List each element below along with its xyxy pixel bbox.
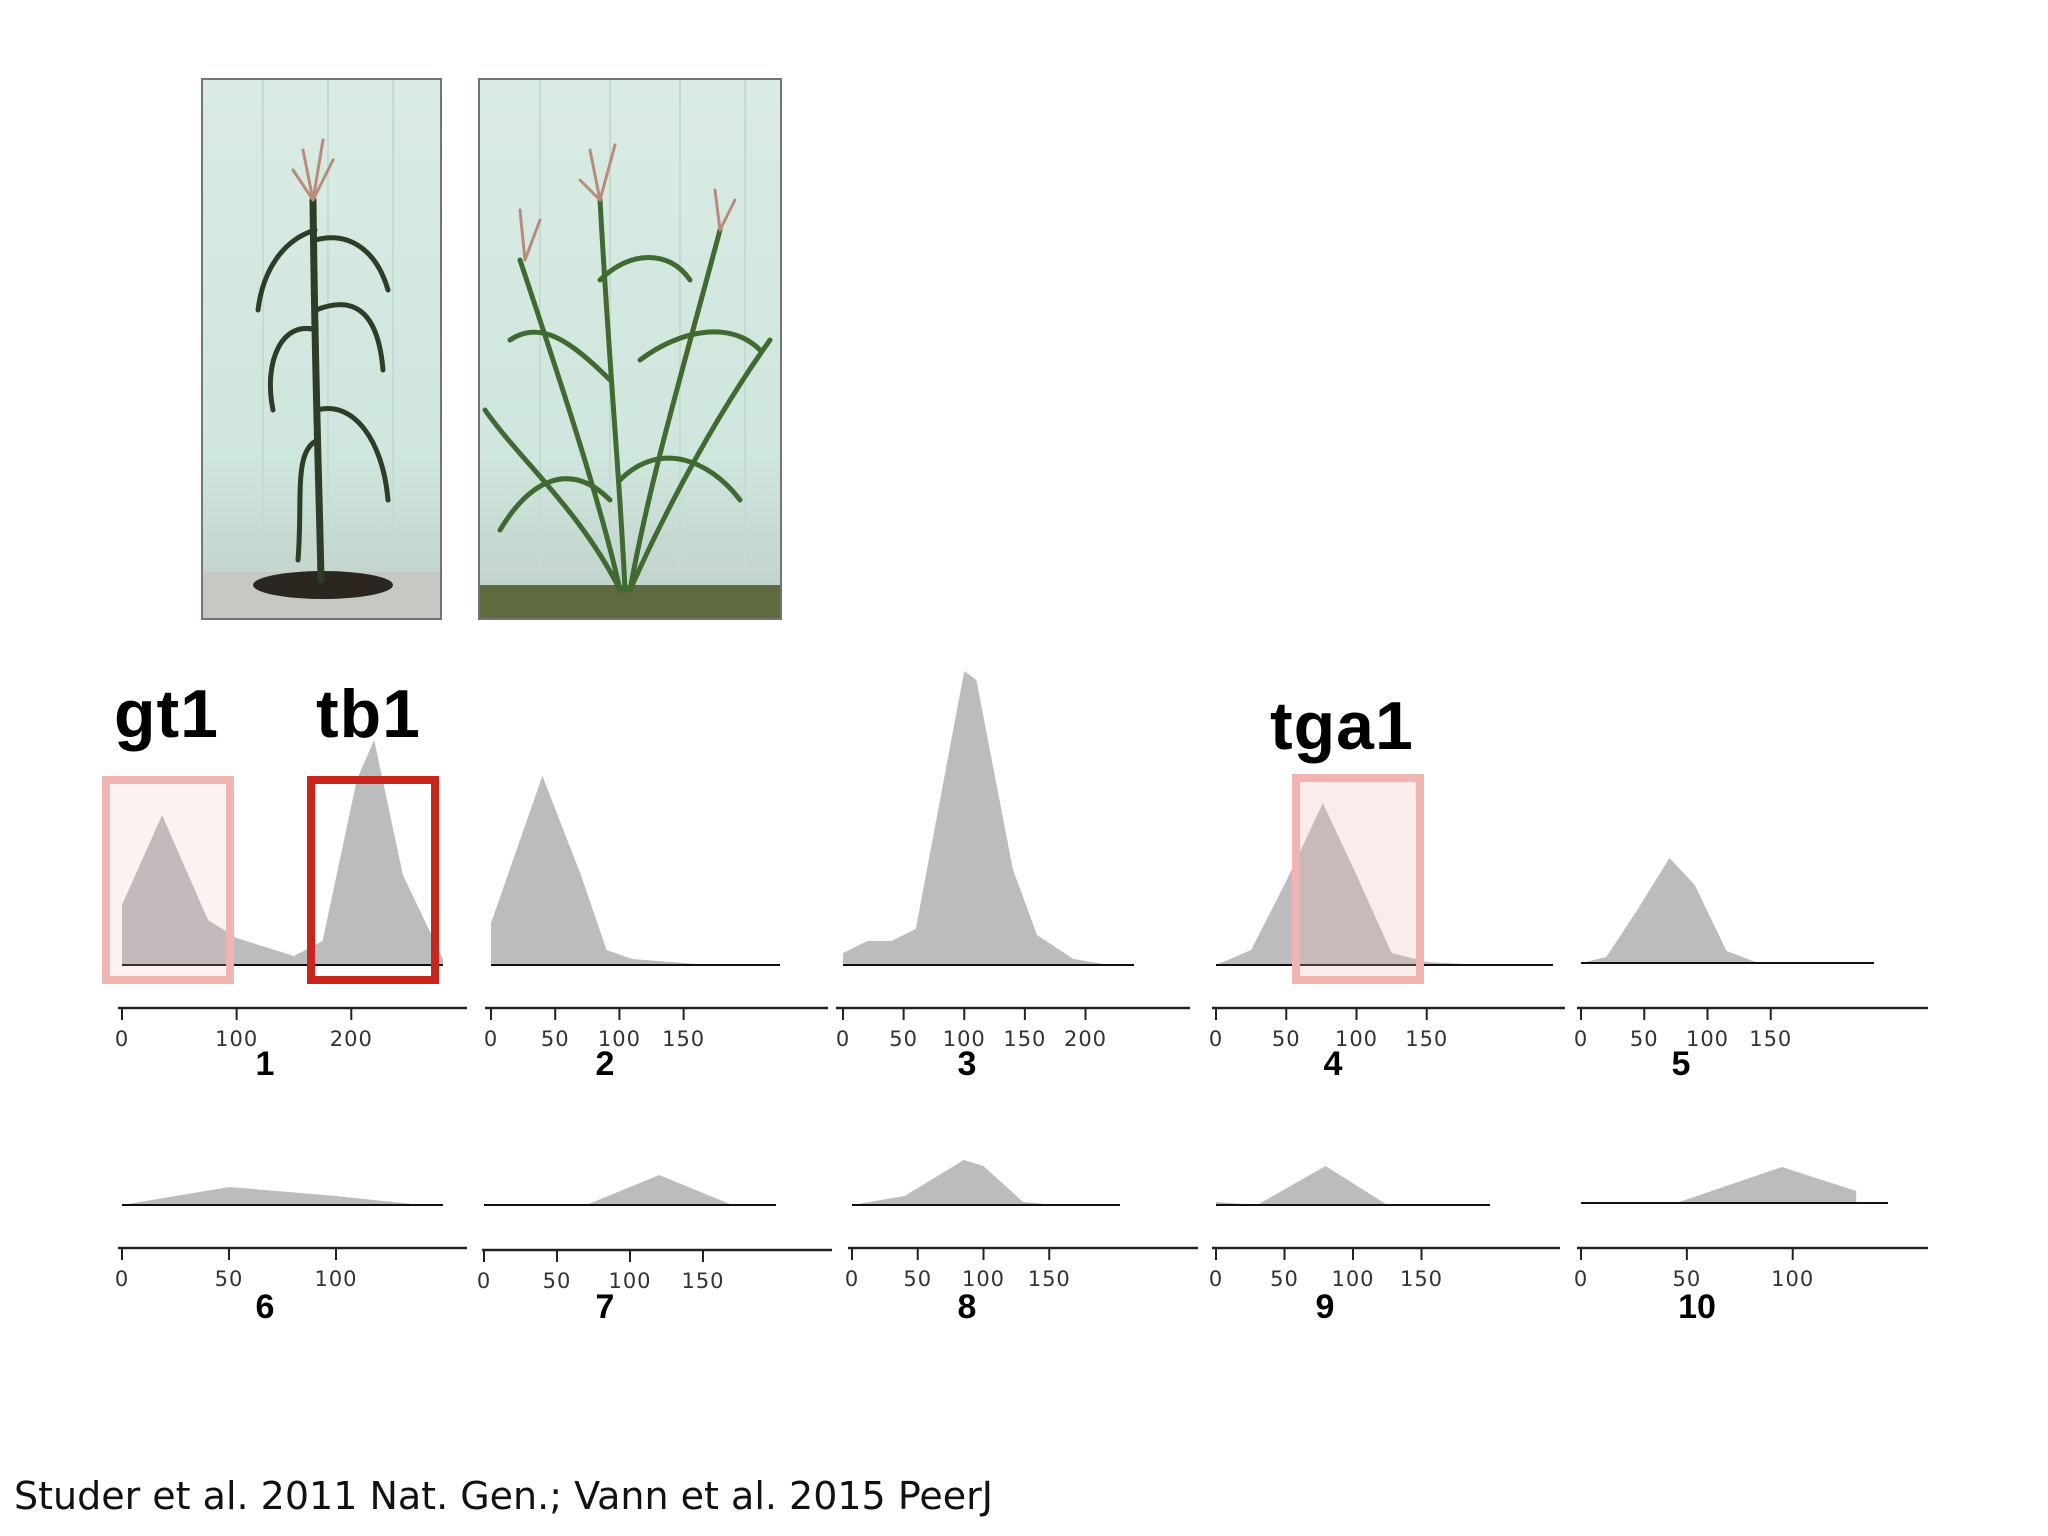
panel-label-8: 8 xyxy=(958,1288,977,1326)
tick-label: 150 xyxy=(1400,1267,1443,1291)
tick-label: 200 xyxy=(1064,1027,1107,1051)
density-area-6 xyxy=(122,1187,422,1205)
gt1-highlight-box xyxy=(102,776,234,984)
tick-label: 0 xyxy=(484,1027,498,1051)
tick-label: 50 xyxy=(889,1027,918,1051)
tick-label: 0 xyxy=(477,1269,491,1293)
panel-label-1: 1 xyxy=(256,1045,275,1083)
panel-label-7: 7 xyxy=(596,1288,615,1326)
tick-label: 100 xyxy=(598,1027,641,1051)
tick-label: 50 xyxy=(543,1269,572,1293)
tick-label: 50 xyxy=(215,1267,244,1291)
tick-label: 0 xyxy=(1209,1027,1223,1051)
density-area-9 xyxy=(1216,1166,1436,1205)
panel-label-6: 6 xyxy=(256,1288,275,1326)
tb1-highlight-box xyxy=(307,776,439,984)
density-area-3 xyxy=(843,671,1110,965)
citation: Studer et al. 2011 Nat. Gen.; Vann et al… xyxy=(14,1474,993,1518)
tick-label: 50 xyxy=(1630,1027,1659,1051)
tick-label: 150 xyxy=(1028,1267,1071,1291)
tga1-highlight-box xyxy=(1292,774,1424,984)
tick-label: 0 xyxy=(1209,1267,1223,1291)
tick-label: 50 xyxy=(1270,1267,1299,1291)
tick-label: 150 xyxy=(681,1269,724,1293)
tick-label: 0 xyxy=(836,1027,850,1051)
wall-seams xyxy=(262,80,394,550)
tick-label: 0 xyxy=(845,1267,859,1291)
tick-label: 150 xyxy=(662,1027,705,1051)
panel-label-3: 3 xyxy=(958,1045,977,1083)
tick-label: 100 xyxy=(1686,1027,1729,1051)
panel-label-5: 5 xyxy=(1672,1045,1691,1083)
gene-label-gt1: gt1 xyxy=(114,676,219,752)
panel-label-4: 4 xyxy=(1324,1045,1343,1083)
tick-label: 100 xyxy=(1771,1267,1814,1291)
tick-label: 50 xyxy=(541,1027,570,1051)
maize-photo xyxy=(201,78,442,620)
tick-label: 150 xyxy=(1003,1027,1046,1051)
density-area-5 xyxy=(1581,858,1797,963)
panel-label-9: 9 xyxy=(1316,1288,1335,1326)
gene-label-tga1: tga1 xyxy=(1270,688,1414,764)
density-area-4 xyxy=(1216,803,1483,965)
tick-label: 0 xyxy=(1574,1267,1588,1291)
tick-label: 100 xyxy=(1331,1267,1374,1291)
density-area-7 xyxy=(484,1175,733,1205)
gene-label-tb1: tb1 xyxy=(316,676,421,752)
panel-label-2: 2 xyxy=(596,1045,615,1083)
tick-label: 50 xyxy=(903,1267,932,1291)
tick-label: 0 xyxy=(1574,1027,1588,1051)
panel-label-10: 10 xyxy=(1678,1288,1716,1326)
density-area-1 xyxy=(122,740,443,965)
tick-label: 150 xyxy=(1749,1027,1792,1051)
tick-label: 200 xyxy=(330,1027,373,1051)
teosinte-plant-icon xyxy=(482,143,773,593)
tick-label: 100 xyxy=(314,1267,357,1291)
tick-label: 50 xyxy=(1272,1027,1301,1051)
tick-label: 0 xyxy=(115,1027,129,1051)
tick-label: 100 xyxy=(943,1027,986,1051)
density-area-2 xyxy=(491,776,710,965)
density-area-8 xyxy=(852,1160,1056,1205)
teosinte-photo xyxy=(478,78,782,620)
tick-label: 0 xyxy=(115,1267,129,1291)
maize-plant-icon xyxy=(255,138,391,584)
tick-label: 100 xyxy=(1335,1027,1378,1051)
tick-label: 150 xyxy=(1405,1027,1448,1051)
tick-label: 100 xyxy=(608,1269,651,1293)
density-area-10 xyxy=(1581,1167,1857,1203)
tick-label: 100 xyxy=(962,1267,1005,1291)
tick-label: 100 xyxy=(215,1027,258,1051)
tick-label: 50 xyxy=(1672,1267,1701,1291)
